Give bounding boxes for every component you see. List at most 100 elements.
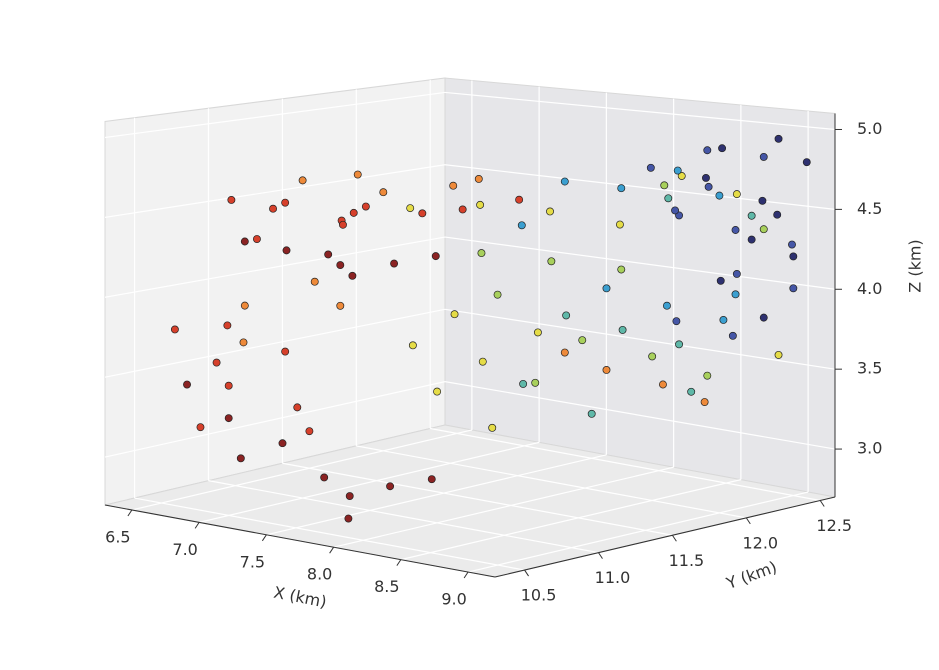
point xyxy=(240,301,249,310)
point xyxy=(646,163,655,172)
point xyxy=(196,423,205,432)
point xyxy=(773,210,782,219)
point xyxy=(476,200,485,209)
point xyxy=(560,177,569,186)
point xyxy=(747,235,756,244)
z-tick-label: 5.0 xyxy=(857,119,882,138)
point xyxy=(281,198,290,207)
point xyxy=(774,134,783,143)
y-tick xyxy=(598,552,603,559)
point xyxy=(758,196,767,205)
grid-line xyxy=(134,497,525,571)
point xyxy=(664,194,673,203)
point xyxy=(488,423,497,432)
x-tick xyxy=(261,534,267,542)
grid-line xyxy=(208,480,599,554)
x-tick-label: 8.0 xyxy=(307,565,332,584)
x-tick-label: 7.5 xyxy=(240,552,265,571)
point xyxy=(789,284,798,293)
point xyxy=(431,252,440,261)
point xyxy=(293,403,302,412)
point xyxy=(673,166,682,175)
x-axis-label: X (km) xyxy=(272,583,328,612)
point xyxy=(418,209,427,218)
grid-line xyxy=(430,427,821,502)
z-tick-label: 3.5 xyxy=(857,359,882,378)
point xyxy=(320,473,329,482)
x-tick-label: 7.0 xyxy=(172,540,197,559)
point xyxy=(617,265,626,274)
point xyxy=(240,237,249,246)
point xyxy=(759,152,768,161)
point xyxy=(704,182,713,191)
grid-line xyxy=(356,445,747,519)
grid-line xyxy=(282,462,673,536)
point xyxy=(227,195,236,204)
grid-line xyxy=(104,308,446,378)
point xyxy=(728,331,737,340)
grid-line xyxy=(400,479,741,561)
y-tick xyxy=(745,517,751,525)
point xyxy=(578,336,587,345)
x-tick xyxy=(329,546,335,554)
point xyxy=(310,277,319,286)
point xyxy=(390,259,399,268)
point xyxy=(732,270,741,278)
point xyxy=(348,271,357,280)
x-tick xyxy=(127,509,133,517)
grid-line xyxy=(104,91,446,139)
y-axis-label: Y (km) xyxy=(723,557,779,593)
point xyxy=(344,514,353,523)
point xyxy=(236,454,245,463)
point xyxy=(747,211,756,220)
x-tick-label: 6.5 xyxy=(105,527,130,546)
point xyxy=(546,207,554,216)
point xyxy=(515,195,524,204)
point xyxy=(587,409,596,418)
y-axis-line xyxy=(494,496,836,578)
point xyxy=(305,427,314,436)
point xyxy=(531,378,540,387)
point xyxy=(339,220,347,229)
point xyxy=(718,144,727,153)
grid-line xyxy=(444,164,836,210)
point xyxy=(298,176,307,185)
grid-line xyxy=(104,164,446,218)
point xyxy=(349,208,358,217)
point xyxy=(716,276,725,285)
point xyxy=(731,226,740,234)
point xyxy=(406,204,415,213)
point xyxy=(662,301,671,310)
point xyxy=(224,414,233,423)
point xyxy=(239,338,248,347)
x-tick xyxy=(194,522,200,529)
point xyxy=(336,261,345,270)
x-tick-label: 9.0 xyxy=(441,590,466,609)
point xyxy=(562,311,571,320)
y-tick-label: 11.5 xyxy=(669,551,705,570)
point xyxy=(788,240,796,249)
point xyxy=(345,492,354,501)
grid-line xyxy=(333,466,674,548)
point xyxy=(493,290,502,299)
point xyxy=(477,249,486,258)
point xyxy=(618,325,627,334)
point xyxy=(450,310,459,319)
point xyxy=(449,181,458,190)
y-tick-label: 12.5 xyxy=(816,516,852,535)
point xyxy=(617,184,626,193)
point xyxy=(677,172,686,180)
point xyxy=(278,439,287,448)
point xyxy=(602,284,611,293)
x-tick xyxy=(396,559,402,566)
point xyxy=(700,398,709,406)
point xyxy=(715,191,724,200)
point xyxy=(252,235,261,243)
grid-line xyxy=(444,308,836,370)
point xyxy=(517,221,526,230)
point xyxy=(703,146,712,155)
point xyxy=(671,206,680,215)
point xyxy=(281,347,290,356)
z-axis-label: Z (km) xyxy=(906,239,925,292)
x-tick-label: 8.5 xyxy=(374,577,399,596)
